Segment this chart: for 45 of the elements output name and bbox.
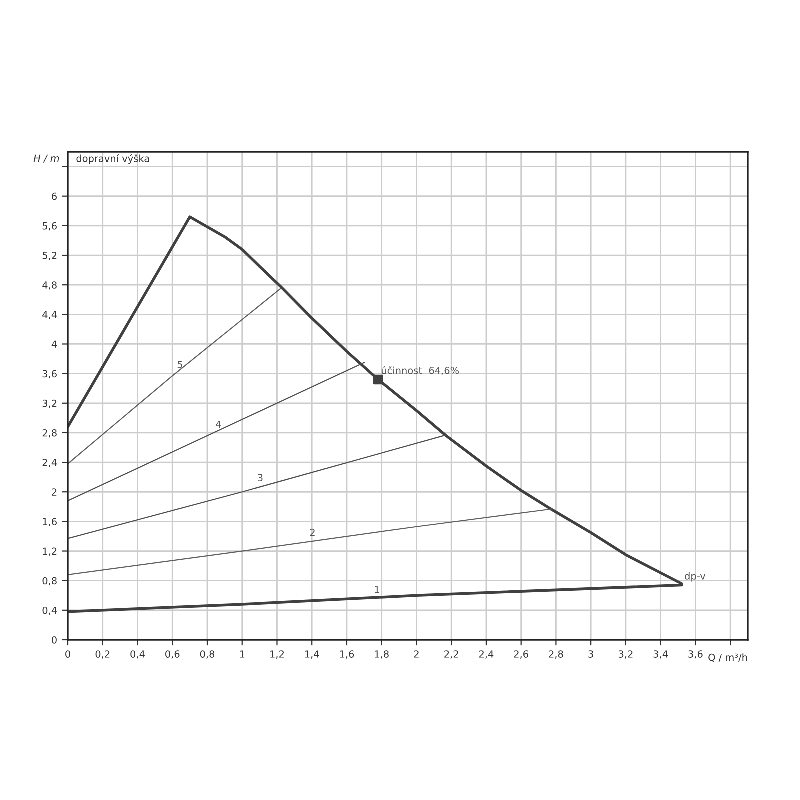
x-tick-label: 2,2 — [444, 650, 458, 659]
x-tick-label: 1 — [240, 650, 245, 658]
y-tick-label: 3,6 — [42, 370, 57, 379]
x-axis-title: Q / m³/h — [708, 654, 748, 662]
y-tick-label: 2,4 — [42, 459, 58, 468]
y-tick-label: 4 — [52, 340, 58, 348]
annotation: 2 — [310, 528, 315, 536]
annotation: 1 — [375, 586, 380, 594]
y-tick-label: 0 — [52, 636, 57, 644]
x-tick-label: 0,8 — [200, 650, 215, 659]
x-tick-label: 3,2 — [618, 650, 633, 659]
x-tick-label: 2,4 — [479, 650, 494, 659]
x-tick-label: 0,4 — [130, 650, 145, 659]
annotation: dp-v — [685, 572, 706, 582]
y-tick-label: 3,2 — [42, 400, 57, 408]
y-tick-label: 4,4 — [42, 311, 58, 320]
annotation: účinnost 64,6% — [382, 366, 460, 376]
x-tick-label: 0 — [66, 650, 70, 658]
x-tick-label: 2,6 — [514, 650, 528, 659]
y-tick-label: 0,8 — [42, 577, 57, 586]
y-axis-title: H / m — [34, 154, 60, 163]
y-tick-label: 5,2 — [42, 252, 57, 260]
annotation: 3 — [258, 474, 263, 482]
x-tick-label: 1,2 — [270, 650, 284, 659]
x-tick-label: 2 — [414, 650, 419, 658]
y-tick-label: 0,4 — [42, 606, 58, 616]
y-tick-label: 4,8 — [42, 282, 57, 290]
y-tick-label: 2,8 — [42, 429, 57, 438]
x-tick-label: 1,4 — [305, 650, 320, 659]
x-tick-label: 1,6 — [340, 650, 354, 659]
annotation: dopravní výška — [76, 154, 150, 164]
annotation: 4 — [216, 421, 222, 428]
y-tick-label: 5,6 — [42, 222, 57, 231]
annotation: 5 — [178, 361, 182, 368]
y-tick-label: 1,6 — [43, 518, 57, 527]
x-tick-label: 1,8 — [375, 650, 389, 659]
x-tick-label: 2,8 — [549, 650, 564, 659]
y-tick-label: 2 — [52, 488, 57, 496]
y-tick-label: 6 — [52, 192, 57, 200]
x-tick-label: 0,6 — [166, 650, 180, 659]
y-tick-label: 1,2 — [43, 548, 57, 556]
x-tick-label: 3,4 — [654, 650, 668, 659]
x-tick-label: 3,6 — [688, 650, 703, 659]
x-tick-label: 0,2 — [96, 650, 110, 659]
x-tick-label: 3 — [588, 650, 594, 658]
